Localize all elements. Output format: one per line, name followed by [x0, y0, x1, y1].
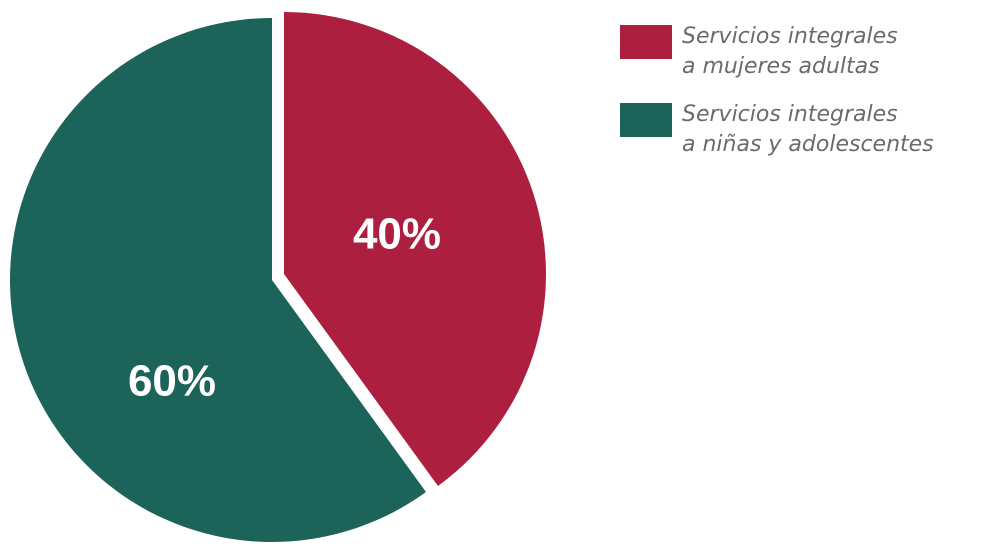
legend: Servicios integrales a mujeres adultas S…	[620, 22, 980, 178]
legend-item-adult-women: Servicios integrales a mujeres adultas	[620, 22, 980, 82]
legend-label-girls-adolescents: Servicios integrales a niñas y adolescen…	[682, 102, 934, 157]
legend-swatch-adult-women	[620, 25, 672, 59]
pie-label-adult-women: 40%	[353, 210, 441, 259]
legend-swatch-girls-adolescents	[620, 103, 672, 137]
pie-slice-adult-women	[284, 12, 546, 486]
pie-slice-girls-adolescents	[9, 18, 426, 542]
pie-label-girls-adolescents: 60%	[128, 357, 216, 406]
legend-label-adult-women: Servicios integrales a mujeres adultas	[682, 24, 898, 79]
pie-labels: 40% 60%	[128, 210, 441, 406]
legend-item-girls-adolescents: Servicios integrales a niñas y adolescen…	[620, 100, 980, 160]
pie-slices	[9, 12, 546, 542]
